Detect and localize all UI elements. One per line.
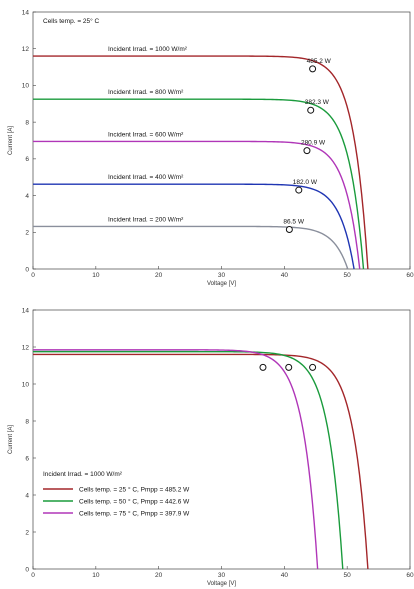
series-line: [32, 349, 319, 570]
mpp-point: [309, 65, 317, 73]
series-label: Incident Irrad. = 800 W/m²: [108, 89, 184, 96]
y-tick-label: 6: [25, 156, 29, 163]
x-tick-label: 50: [344, 572, 352, 579]
y-tick-label: 2: [25, 230, 29, 237]
mpp-value-label: 182.0 W: [293, 179, 318, 186]
x-tick-label: 10: [92, 272, 100, 279]
y-tick-label: 14: [22, 307, 30, 314]
mpp-value-label: 485.2 W: [307, 58, 332, 65]
x-axis-label: Voltage [V]: [207, 581, 236, 587]
y-tick-label: 2: [25, 529, 29, 536]
mpp-point: [285, 363, 293, 371]
series-line: [33, 350, 344, 570]
mpp-value-label: 86.5 W: [283, 219, 304, 226]
y-tick-label: 4: [25, 492, 29, 499]
mpp-value-label: 382.3 W: [305, 99, 330, 106]
mpp-point: [285, 226, 293, 234]
x-tick-label: 20: [155, 572, 163, 579]
series-line: [33, 140, 361, 270]
y-tick-label: 4: [25, 193, 29, 200]
series-line: [33, 353, 369, 570]
series-label: Incident Irrad. = 1000 W/m²: [108, 46, 188, 53]
y-tick-label: 12: [22, 46, 30, 53]
y-axis-label: Current [A]: [8, 425, 14, 454]
legend-entry: Cells temp. = 25 ° C, Pmpp = 485.2 W: [79, 485, 190, 493]
chart-panel-2: 0 10 20 30 40 50 60 0 2 4 6 8 10 12 14 Voltage [V] Curre…: [8, 307, 414, 587]
x-tick-label: 60: [406, 572, 414, 579]
y-tick-label: 10: [22, 83, 30, 90]
mpp-value-label: 280.9 W: [301, 140, 326, 147]
x-tick-label: 0: [31, 572, 35, 579]
mpp-point: [307, 106, 315, 114]
series-label: Incident Irrad. = 600 W/m²: [108, 131, 184, 138]
y-tick-label: 10: [22, 381, 30, 388]
x-tick-label: 60: [406, 272, 414, 279]
x-tick-label: 30: [218, 272, 226, 279]
series-line: [33, 55, 369, 270]
chart-panel-1: 0 10 20 30 40 50 60 0 2 4 6 8 10 12 14 Voltage [V] Curre…: [8, 9, 414, 287]
x-tick-label: 40: [281, 272, 289, 279]
x-tick-label: 20: [155, 272, 163, 279]
y-tick-label: 14: [22, 9, 30, 16]
x-tick-label: 30: [218, 572, 226, 579]
mpp-point: [259, 363, 267, 371]
x-tick-label: 10: [92, 572, 100, 579]
series-line: [33, 183, 355, 270]
mpp-point: [309, 363, 317, 371]
x-tick-label: 0: [31, 272, 35, 279]
y-axis-label: Current [A]: [8, 126, 14, 155]
mpp-point: [303, 147, 311, 155]
series-label: Incident Irrad. = 200 W/m²: [108, 216, 184, 223]
x-tick-label: 50: [344, 272, 352, 279]
x-tick-label: 40: [281, 572, 289, 579]
x-axis-label: Voltage [V]: [207, 281, 236, 287]
y-tick-label: 12: [22, 344, 30, 351]
legend-entry: Cells temp. = 50 ° C, Pmpp = 442.6 W: [79, 497, 190, 505]
chart-annotation: Cells temp. = 25° C: [43, 17, 100, 25]
mpp-point: [295, 186, 303, 194]
chart-annotation: Incident Irrad. = 1000 W/m²: [43, 471, 123, 478]
y-tick-label: 0: [25, 566, 29, 573]
series-line: [33, 225, 349, 270]
y-tick-label: 6: [25, 455, 29, 462]
series-label: Incident Irrad. = 400 W/m²: [108, 174, 184, 181]
y-tick-label: 0: [25, 266, 29, 273]
legend-entry: Cells temp. = 75 ° C, Pmpp = 397.9 W: [79, 509, 190, 517]
y-tick-label: 8: [25, 119, 29, 126]
y-tick-label: 8: [25, 418, 29, 425]
series-line: [33, 98, 365, 270]
legend: Cells temp. = 25 ° C, Pmpp = 485.2 W Cell…: [43, 485, 190, 517]
